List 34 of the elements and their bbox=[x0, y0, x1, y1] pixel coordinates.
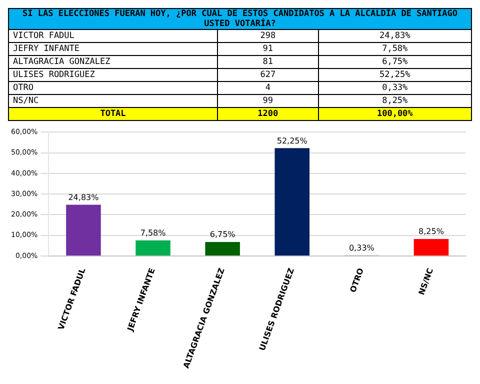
data-label: 99 bbox=[218, 94, 318, 108]
data-label: 6,75% bbox=[210, 230, 236, 240]
text: 100,00% bbox=[318, 108, 472, 120]
data-label: 627 bbox=[218, 68, 318, 82]
bar bbox=[205, 242, 240, 256]
category-label: NS/NC bbox=[8, 94, 218, 108]
data-label: 24,83% bbox=[318, 30, 472, 42]
data-label: 8,25% bbox=[418, 227, 444, 236]
category-label: OTRO bbox=[8, 82, 218, 94]
text: SI LAS ELECCIONES FUERAN HOY, ¿POR CUÁL DE ESTOS CANDIDATOS A LA ALCALDÍA DE SANTIAGO USTED VOTARÍA? bbox=[8, 8, 472, 30]
data-label: 81 bbox=[218, 56, 318, 68]
data-label: 7,58% bbox=[140, 228, 166, 238]
data-label: 24,83% bbox=[68, 192, 100, 202]
data-label: 7,58% bbox=[318, 42, 472, 56]
data-label: 0,33% bbox=[348, 243, 375, 252]
category-label: VICTOR FADUL bbox=[8, 30, 218, 42]
data-label: 52,25% bbox=[318, 68, 472, 82]
text: TOTAL bbox=[8, 108, 218, 120]
data-label: 298 bbox=[218, 30, 318, 42]
data-label: 6,75% bbox=[318, 56, 472, 68]
data-label: 4 bbox=[218, 82, 318, 94]
text: 1200 bbox=[218, 108, 318, 120]
category-label: ULISES RODRIGUEZ bbox=[8, 68, 218, 82]
bar bbox=[66, 204, 101, 256]
x-tick-label: OTRO bbox=[348, 266, 366, 294]
bar bbox=[274, 148, 310, 256]
data-label: 8,25% bbox=[318, 94, 472, 108]
bar bbox=[136, 240, 170, 256]
category-label: ALTAGRACIA GONZALEZ bbox=[8, 56, 218, 68]
category-label: JEFRY INFANTE bbox=[8, 42, 218, 56]
data-label: 91 bbox=[218, 42, 318, 56]
data-label: 0,33% bbox=[318, 82, 472, 94]
data-label: 52,25% bbox=[276, 136, 308, 146]
bar bbox=[414, 238, 449, 256]
